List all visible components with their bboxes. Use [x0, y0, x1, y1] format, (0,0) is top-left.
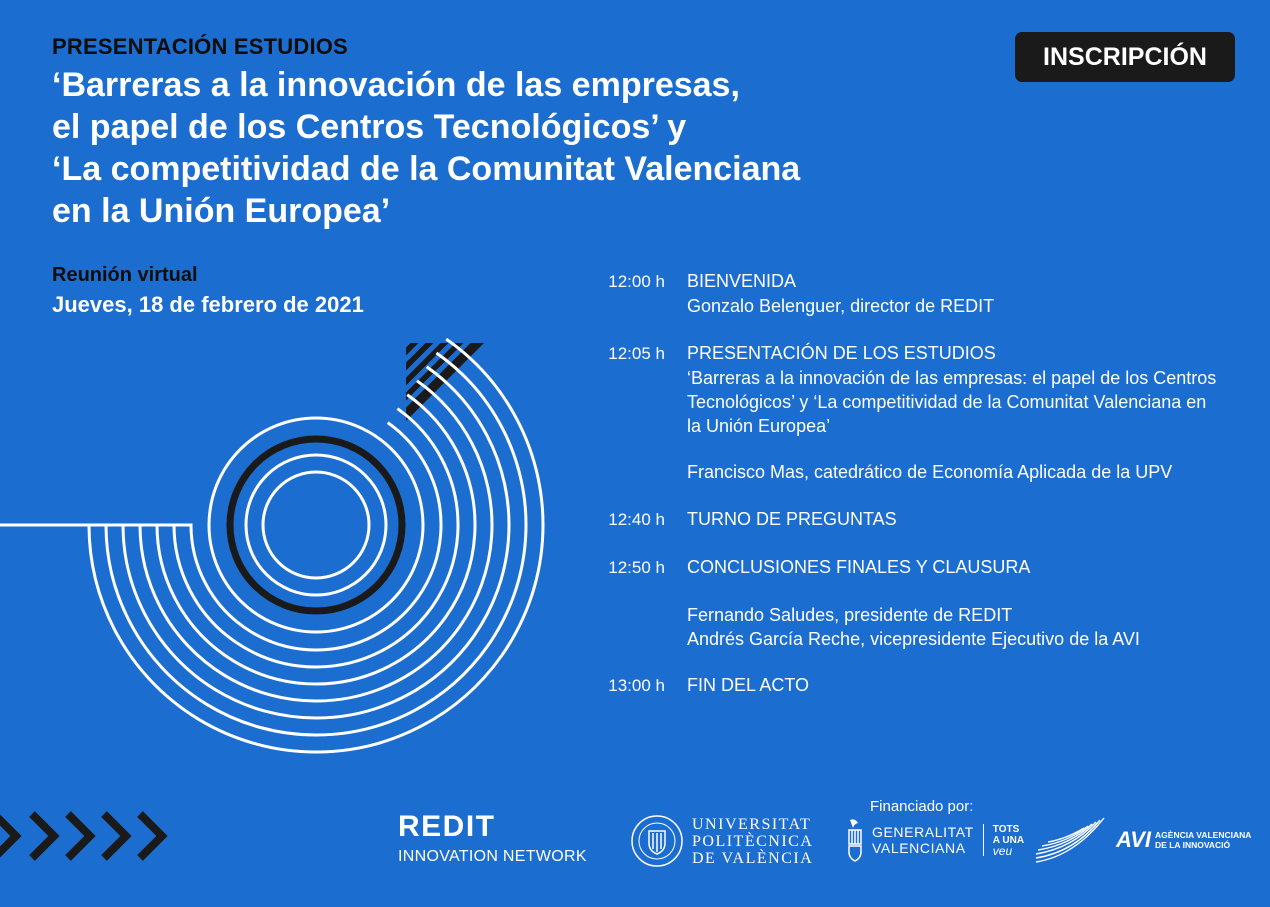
agenda-time: 12:40 h — [608, 510, 665, 529]
avi-logo-name: AVI — [1116, 827, 1152, 852]
upv-logo-line: UNIVERSITAT — [692, 815, 812, 833]
redit-logo: REDIT INNOVATION NETWORK — [398, 812, 587, 866]
agenda-title: TURNO DE PREGUNTAS — [687, 509, 897, 529]
agenda-detail: Andrés García Reche, vicepresidente Ejec… — [687, 629, 1140, 649]
redit-logo-name: REDIT — [398, 810, 496, 843]
meeting-type: Reunión virtual — [52, 264, 198, 286]
header-kicker: PRESENTACIÓN ESTUDIOS — [52, 34, 348, 59]
financed-by-label: Financiado por: — [870, 798, 974, 815]
avi-wave-icon — [1035, 817, 1105, 863]
decorative-arc — [0, 407, 460, 669]
upv-logo-line: DE VALÈNCIA — [692, 849, 814, 867]
logo-divider — [982, 824, 984, 856]
upv-logo: UNIVERSITAT POLITÈCNICA DE VALÈNCIA — [630, 814, 813, 868]
agenda-detail: ‘Barreras a la innovación de las empresa… — [687, 368, 1217, 388]
tots-logo-line: veu — [992, 843, 1013, 858]
avi-logo-line: AGÈNCIA VALENCIANA — [1155, 830, 1252, 840]
agenda-title: BIENVENIDA — [687, 271, 797, 291]
agenda-detail: Gonzalo Belenguer, director de REDIT — [687, 296, 995, 316]
agenda-detail: la Unión Europea’ — [687, 416, 831, 436]
agenda-time: 12:00 h — [608, 272, 665, 291]
decorative-circles-graphic — [0, 337, 545, 754]
agenda-time: 13:00 h — [608, 676, 665, 695]
title-line: en la Unión Europea’ — [52, 192, 391, 230]
tots-logo-line: TOTS — [992, 823, 1020, 835]
generalitat-logo-line: VALENCIANA — [872, 840, 966, 856]
decorative-arc — [0, 393, 477, 686]
decorative-arc — [0, 337, 545, 754]
chevron-arrows-icon — [0, 811, 168, 861]
title-line: ‘Barreras a la innovación de las empresa… — [52, 66, 740, 104]
generalitat-logo-line: GENERALITAT — [872, 824, 974, 840]
agenda-title: FIN DEL ACTO — [687, 675, 810, 695]
tots-logo-line: A UNA — [992, 834, 1025, 846]
agenda-time: 12:50 h — [608, 558, 665, 577]
avi-logo: AVI AGÈNCIA VALENCIANA DE LA INNOVACIÓ — [1034, 816, 1251, 864]
generalitat-logo: GENERALITAT VALENCIANA TOTS A UNA veu — [846, 818, 1024, 862]
agenda-detail: Tecnológicos’ y ‘La competitividad de la… — [687, 392, 1207, 412]
upv-seal-icon — [631, 815, 683, 867]
decorative-arc — [0, 351, 528, 737]
meeting-date: Jueves, 18 de febrero de 2021 — [52, 292, 364, 317]
title-line: ‘La competitividad de la Comunitat Valen… — [52, 150, 801, 188]
avi-logo-line: DE LA INNOVACIÓ — [1155, 840, 1231, 850]
register-button[interactable]: INSCRIPCIÓN — [1015, 32, 1235, 82]
agenda-title: CONCLUSIONES FINALES Y CLAUSURA — [687, 557, 1031, 577]
generalitat-crest-icon — [848, 819, 862, 862]
upv-logo-line: POLITÈCNICA — [692, 832, 814, 850]
decorative-arc — [0, 421, 443, 652]
redit-logo-subtitle: INNOVATION NETWORK — [398, 848, 587, 865]
agenda-time: 12:05 h — [608, 344, 665, 363]
agenda-detail: Francisco Mas, catedrático de Economía A… — [687, 462, 1173, 482]
decorative-arc — [0, 379, 494, 703]
agenda-detail: Fernando Saludes, presidente de REDIT — [687, 605, 1013, 625]
agenda-title: PRESENTACIÓN DE LOS ESTUDIOS — [687, 343, 996, 363]
decorative-arc — [0, 365, 511, 720]
event-title: ‘Barreras a la innovación de las empresa… — [52, 64, 892, 232]
title-line: el papel de los Centros Tecnológicos’ y — [52, 108, 687, 146]
